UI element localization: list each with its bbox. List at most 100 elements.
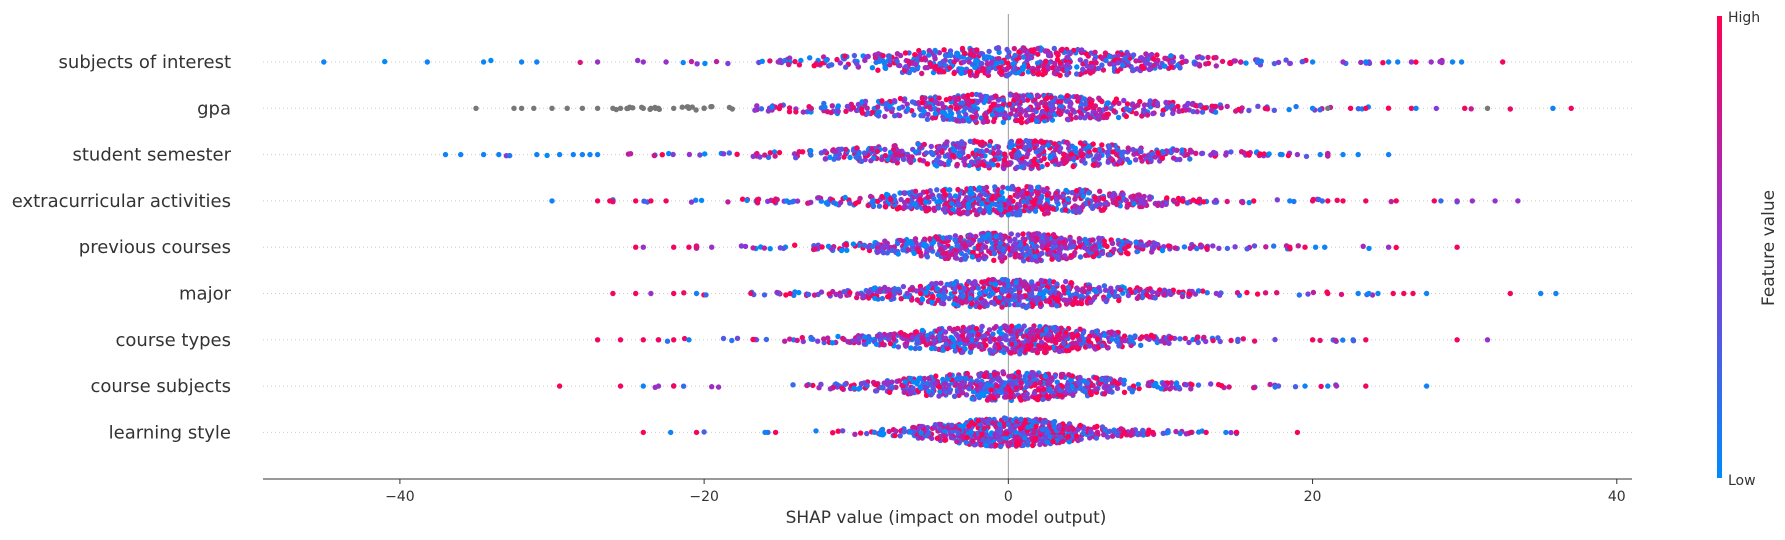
shap-point (1394, 245, 1399, 250)
shap-point (1166, 243, 1171, 248)
shap-point (1340, 337, 1345, 342)
shap-point (1014, 212, 1019, 217)
shap-point (1108, 286, 1113, 291)
shap-point (1067, 237, 1072, 242)
shap-point (1340, 198, 1345, 203)
shap-point (694, 61, 699, 66)
shap-point (996, 45, 1001, 50)
shap-point (1042, 350, 1047, 355)
shap-point (759, 106, 764, 111)
shap-point (1007, 238, 1012, 243)
shap-point (815, 339, 820, 344)
shap-point (1034, 244, 1039, 249)
shap-point (876, 249, 881, 254)
shap-point (1087, 149, 1092, 154)
shap-point (870, 244, 875, 249)
shap-point (488, 58, 493, 63)
shap-point (1111, 108, 1116, 113)
shap-point (960, 333, 965, 338)
shap-point (1356, 291, 1361, 296)
shap-point (973, 282, 978, 287)
shap-point (1008, 111, 1013, 116)
shap-point (1366, 246, 1371, 251)
shap-point (962, 162, 967, 167)
shap-point (1201, 335, 1206, 340)
shap-point (1293, 104, 1298, 109)
shap-point (912, 52, 917, 57)
shap-point (892, 143, 897, 148)
shap-point (925, 337, 930, 342)
shap-point (1109, 337, 1114, 342)
shap-point (1200, 151, 1205, 156)
shap-point (534, 152, 539, 157)
shap-point (1037, 147, 1042, 152)
shap-point (984, 148, 989, 153)
shap-point (1272, 108, 1277, 113)
shap-point (966, 202, 971, 207)
shap-point (954, 97, 959, 102)
shap-point (979, 201, 984, 206)
shap-point (890, 248, 895, 253)
shap-point (1056, 256, 1061, 261)
shap-point (898, 96, 903, 101)
shap-point (948, 52, 953, 57)
shap-point (1064, 55, 1069, 60)
shap-point (519, 106, 524, 111)
shap-point (1025, 338, 1030, 343)
shap-point (1025, 56, 1030, 61)
shap-point (979, 61, 984, 66)
shap-point (936, 333, 941, 338)
shap-point (1101, 67, 1106, 72)
shap-point (1386, 152, 1391, 157)
shap-point (1016, 302, 1021, 307)
shap-point (1225, 199, 1230, 204)
shap-point (686, 106, 691, 111)
shap-point (887, 104, 892, 109)
shap-point (846, 339, 851, 344)
shap-point (1086, 190, 1091, 195)
shap-point (1252, 338, 1257, 343)
shap-point (618, 337, 623, 342)
shap-point (1001, 162, 1006, 167)
shap-point (1092, 147, 1097, 152)
shap-point (922, 242, 927, 247)
shap-point (952, 237, 957, 242)
shap-point (1141, 201, 1146, 206)
shap-point (750, 337, 755, 342)
shap-point (918, 291, 923, 296)
shap-point (886, 53, 891, 58)
shap-point (999, 258, 1004, 263)
shap-point (697, 152, 702, 157)
shap-point (851, 241, 856, 246)
shap-point (961, 59, 966, 64)
shap-point (1485, 106, 1490, 111)
shap-point (990, 162, 995, 167)
shap-point (1316, 197, 1321, 202)
shap-point (944, 97, 949, 102)
shap-point (1150, 289, 1155, 294)
shap-point (1092, 288, 1097, 293)
shap-point (824, 58, 829, 63)
shap-point (1036, 330, 1041, 335)
shap-point (686, 245, 691, 250)
shap-point (895, 151, 900, 156)
shap-point (816, 195, 821, 200)
shap-point (1318, 384, 1323, 389)
shap-point (970, 99, 975, 104)
shap-point (1016, 187, 1021, 192)
shap-point (961, 142, 966, 147)
shap-point (936, 293, 941, 298)
shap-point (882, 114, 887, 119)
shap-point (1017, 112, 1022, 117)
shap-point (1340, 152, 1345, 157)
shap-point (970, 108, 975, 113)
shap-point (1247, 200, 1252, 205)
shap-point (862, 243, 867, 248)
shap-point (808, 148, 813, 153)
shap-point (1021, 199, 1026, 204)
shap-point (1065, 141, 1070, 146)
shap-point (830, 103, 835, 108)
shap-point (836, 103, 841, 108)
shap-point (549, 198, 554, 203)
shap-point (941, 336, 946, 341)
